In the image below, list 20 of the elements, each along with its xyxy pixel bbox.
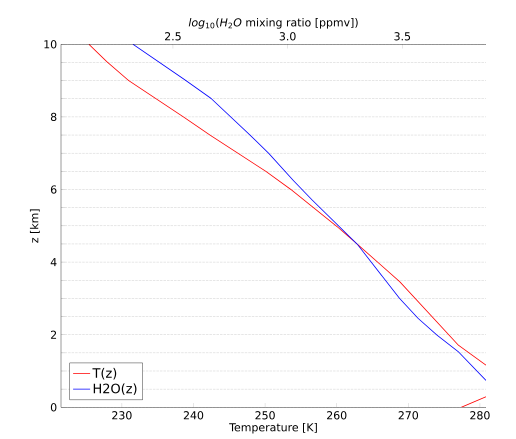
x-axis-title: Temperature [K] [229,422,317,434]
x2-tick-label: 3.0 [280,32,296,40]
x2-tick-label: 2.5 [165,32,181,40]
y-tick-label: 2 [50,330,56,339]
legend-label: T(z) [92,368,116,380]
y-axis-title: z [km] [30,209,40,243]
x-tick-label: 230 [112,411,132,420]
x-tick-label: 270 [398,411,418,420]
x2-axis-title: log$_{10}$(H$_{2}$O mixing ratio [ppmv]) [188,18,358,29]
y-tick-label: 10 [44,40,56,48]
y-tick-label: 0 [50,403,56,412]
legend-label: H2O(z) [94,383,136,395]
y-tick-label: 4 [50,258,57,266]
y-tick-label: 8 [50,112,56,122]
x-tick-label: 250 [255,411,275,420]
x-tick-label: 260 [327,411,346,420]
x-tick-label: 240 [184,411,204,420]
y-tick-label: 6 [50,185,56,194]
x2-tick-label: 3.5 [394,32,410,40]
x-tick-label: 280 [470,411,490,420]
